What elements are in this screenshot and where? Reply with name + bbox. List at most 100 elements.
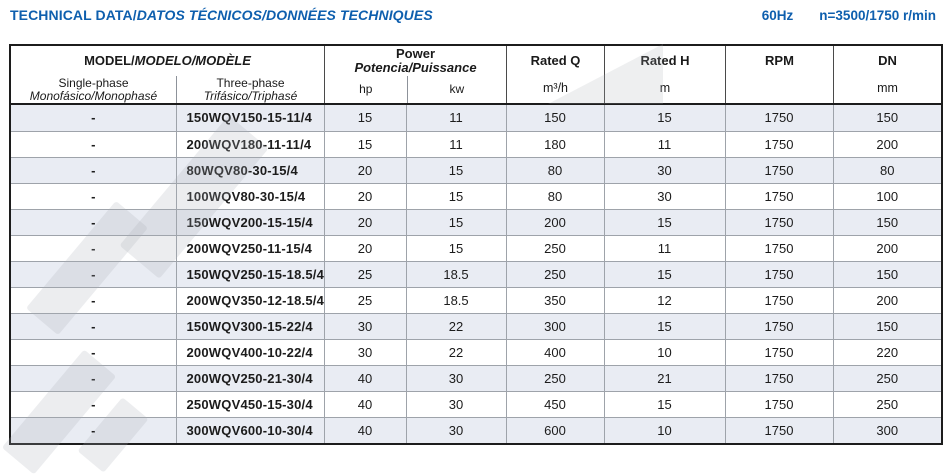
cell-rated-h: 30 [603, 156, 725, 183]
frequency-label: 60Hz [761, 8, 794, 23]
cell-rated-h: 12 [603, 286, 725, 313]
cell-single-phase: - [11, 234, 176, 261]
cell-single-phase: - [11, 130, 176, 157]
header-rated-h: Rated H m [604, 46, 725, 103]
cell-hp: 40 [323, 390, 406, 417]
speed-label: n=3500/1750 r/min [819, 8, 936, 23]
header-model-label: MODEL/MODELO/MODÈLE [11, 46, 324, 76]
cell-rpm: 1750 [724, 286, 833, 313]
cell-kw: 11 [405, 105, 506, 131]
cell-dn: 150 [832, 260, 941, 287]
rated-q-unit: m³/h [543, 81, 568, 95]
cell-single-phase: - [11, 182, 176, 209]
cell-kw: 15 [405, 182, 506, 209]
power-label-primary: Power [395, 46, 435, 61]
table-row: - 150WQV200-15-15/4 20 15 200 15 1750 15… [11, 208, 941, 235]
rpm-label: RPM [765, 53, 794, 68]
cell-hp: 20 [323, 208, 406, 235]
cell-rated-h: 15 [603, 105, 725, 131]
data-table: - 150WQV150-15-11/4 15 11 150 15 1750 15… [11, 105, 941, 443]
cell-dn: 150 [832, 105, 941, 131]
cell-rated-h: 15 [603, 390, 725, 417]
cell-rpm: 1750 [724, 312, 833, 339]
cell-kw: 18.5 [405, 286, 506, 313]
cell-single-phase: - [11, 208, 176, 235]
cell-model: 250WQV450-15-30/4 [175, 390, 324, 417]
cell-kw: 30 [405, 416, 506, 443]
three-phase-alt: Trifásico/Triphasé [203, 88, 298, 103]
page-title-secondary: DATOS TÉCNICOS/DONNÉES TECHNIQUES [136, 7, 433, 23]
cell-dn: 300 [832, 416, 941, 443]
dn-unit: mm [877, 81, 898, 95]
header-power-units: hp kw [325, 76, 506, 103]
cell-rpm: 1750 [724, 130, 833, 157]
cell-rpm: 1750 [724, 156, 833, 183]
cell-rated-q: 250 [505, 364, 604, 391]
cell-rpm: 1750 [724, 364, 833, 391]
table-row: - 150WQV250-15-18.5/4 25 18.5 250 15 175… [11, 260, 941, 287]
cell-model: 100WQV80-30-15/4 [175, 182, 324, 209]
cell-hp: 20 [323, 234, 406, 261]
table-header: MODEL/MODELO/MODÈLE Single-phase Monofás… [11, 46, 941, 105]
cell-single-phase: - [11, 338, 176, 365]
cell-single-phase: - [11, 312, 176, 339]
cell-kw: 30 [405, 364, 506, 391]
table-body: - 150WQV150-15-11/4 15 11 150 15 1750 15… [11, 105, 941, 443]
header-dn: DN mm [833, 46, 941, 103]
cell-hp: 40 [323, 416, 406, 443]
cell-model: 200WQV250-11-15/4 [175, 234, 324, 261]
cell-rated-q: 400 [505, 338, 604, 365]
cell-model: 150WQV250-15-18.5/4 [175, 260, 324, 287]
header-rated-q: Rated Q m³/h [506, 46, 604, 103]
cell-model: 200WQV400-10-22/4 [175, 338, 324, 365]
cell-single-phase: - [11, 156, 176, 183]
three-phase-en: Three-phase [216, 75, 285, 90]
cell-model: 150WQV200-15-15/4 [175, 208, 324, 235]
cell-rated-q: 600 [505, 416, 604, 443]
cell-kw: 30 [405, 390, 506, 417]
cell-rated-q: 180 [505, 130, 604, 157]
table-row: - 200WQV180-11-11/4 15 11 180 11 1750 20… [11, 130, 941, 157]
cell-kw: 15 [405, 234, 506, 261]
cell-kw: 11 [405, 130, 506, 157]
model-label-secondary: MODELO/MODÈLE [134, 53, 251, 68]
cell-dn: 200 [832, 234, 941, 261]
table-row: - 100WQV80-30-15/4 20 15 80 30 1750 100 [11, 182, 941, 209]
header-unit-hp: hp [359, 82, 373, 96]
model-label-primary: MODEL/ [84, 53, 135, 68]
single-phase-en: Single-phase [58, 75, 129, 90]
cell-dn: 200 [832, 286, 941, 313]
cell-single-phase: - [11, 286, 176, 313]
cell-dn: 250 [832, 390, 941, 417]
cell-single-phase: - [11, 364, 176, 391]
cell-rpm: 1750 [724, 182, 833, 209]
table-row: - 200WQV400-10-22/4 30 22 400 10 1750 22… [11, 338, 941, 365]
cell-hp: 15 [323, 130, 406, 157]
cell-dn: 250 [832, 364, 941, 391]
cell-kw: 15 [405, 208, 506, 235]
cell-hp: 25 [323, 286, 406, 313]
catalog-page: TECHNICAL DATA/DATOS TÉCNICOS/DONNÉES TE… [1, 7, 943, 475]
cell-rated-q: 450 [505, 390, 604, 417]
cell-model: 200WQV350-12-18.5/4 [175, 286, 324, 313]
cell-rated-q: 200 [505, 208, 604, 235]
table-row: - 150WQV150-15-11/4 15 11 150 15 1750 15… [11, 105, 941, 131]
cell-dn: 220 [832, 338, 941, 365]
cell-dn: 150 [832, 312, 941, 339]
cell-model: 200WQV250-21-30/4 [175, 364, 324, 391]
cell-rpm: 1750 [724, 234, 833, 261]
cell-dn: 80 [832, 156, 941, 183]
power-label-secondary: Potencia/Puissance [354, 60, 477, 75]
single-phase-alt: Monofásico/Monophasé [29, 88, 158, 103]
cell-rpm: 1750 [724, 105, 833, 131]
cell-hp: 25 [323, 260, 406, 287]
header-power-group: Power Potencia/Puissance hp kw [324, 46, 506, 103]
cell-rated-q: 150 [505, 105, 604, 131]
page-title: TECHNICAL DATA/DATOS TÉCNICOS/DONNÉES TE… [10, 7, 433, 23]
cell-rated-q: 300 [505, 312, 604, 339]
table-row: - 150WQV300-15-22/4 30 22 300 15 1750 15… [11, 312, 941, 339]
title-bar: TECHNICAL DATA/DATOS TÉCNICOS/DONNÉES TE… [10, 7, 936, 23]
cell-model: 80WQV80-30-15/4 [175, 156, 324, 183]
cell-rpm: 1750 [724, 338, 833, 365]
cell-model: 200WQV180-11-11/4 [175, 130, 324, 157]
